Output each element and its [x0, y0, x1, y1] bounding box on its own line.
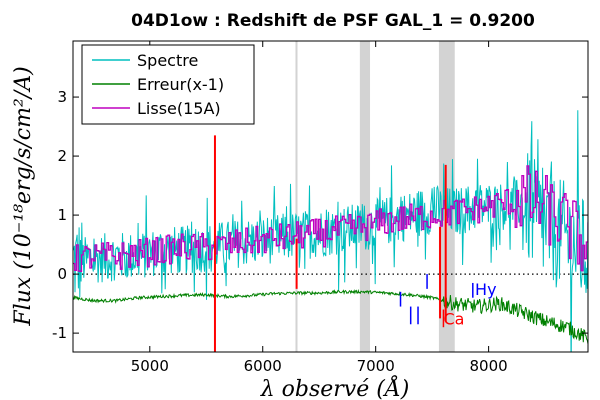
telluric-bands [295, 41, 455, 352]
series-spectre [73, 110, 588, 352]
y-tick-label-1: 0 [57, 265, 67, 283]
annotations: Hy Ca [443, 280, 496, 329]
x-axis-label: λ observé (Å) [260, 374, 410, 400]
y-tick-label-2: 1 [57, 206, 67, 224]
x-tick-label-1: 6000 [244, 357, 282, 375]
x-tick-label-2: 7000 [357, 357, 395, 375]
annotation-1: Ca [443, 309, 464, 328]
plot-frame [72, 40, 589, 353]
x-tick-label-3: 8000 [470, 357, 508, 375]
y-axis-ticks: -1 0 1 2 3 [52, 88, 588, 342]
line-markers [399, 274, 474, 328]
spectre-line [73, 110, 588, 352]
y-tick-label-0: -1 [52, 324, 67, 342]
sky-lines [213, 135, 447, 352]
x-tick-label-0: 5000 [131, 357, 169, 375]
telluric-band-0 [295, 41, 298, 352]
chart-title: 04D1ow : Redshift de PSF GAL_1 = 0.9200 [131, 11, 535, 31]
lisse-line [73, 165, 588, 272]
telluric-band-1 [359, 41, 371, 352]
erreur-line [73, 289, 588, 345]
series-lisse [73, 165, 588, 272]
legend-label-erreur: Erreur(x-1) [137, 75, 224, 94]
annotation-0: Hy [475, 280, 497, 299]
y-axis-label: Flux (10⁻¹⁸erg/s/cm²/A) [11, 66, 36, 326]
series-erreur [73, 289, 588, 345]
y-tick-label-4: 3 [57, 88, 67, 106]
y-tick-label-3: 2 [57, 147, 67, 165]
legend-label-lisse: Lisse(15A) [137, 99, 221, 118]
x-axis-ticks: 5000 6000 7000 8000 [131, 41, 508, 375]
legend-label-spectre: Spectre [137, 51, 198, 70]
legend: Spectre Erreur(x-1) Lisse(15A) [81, 44, 255, 125]
